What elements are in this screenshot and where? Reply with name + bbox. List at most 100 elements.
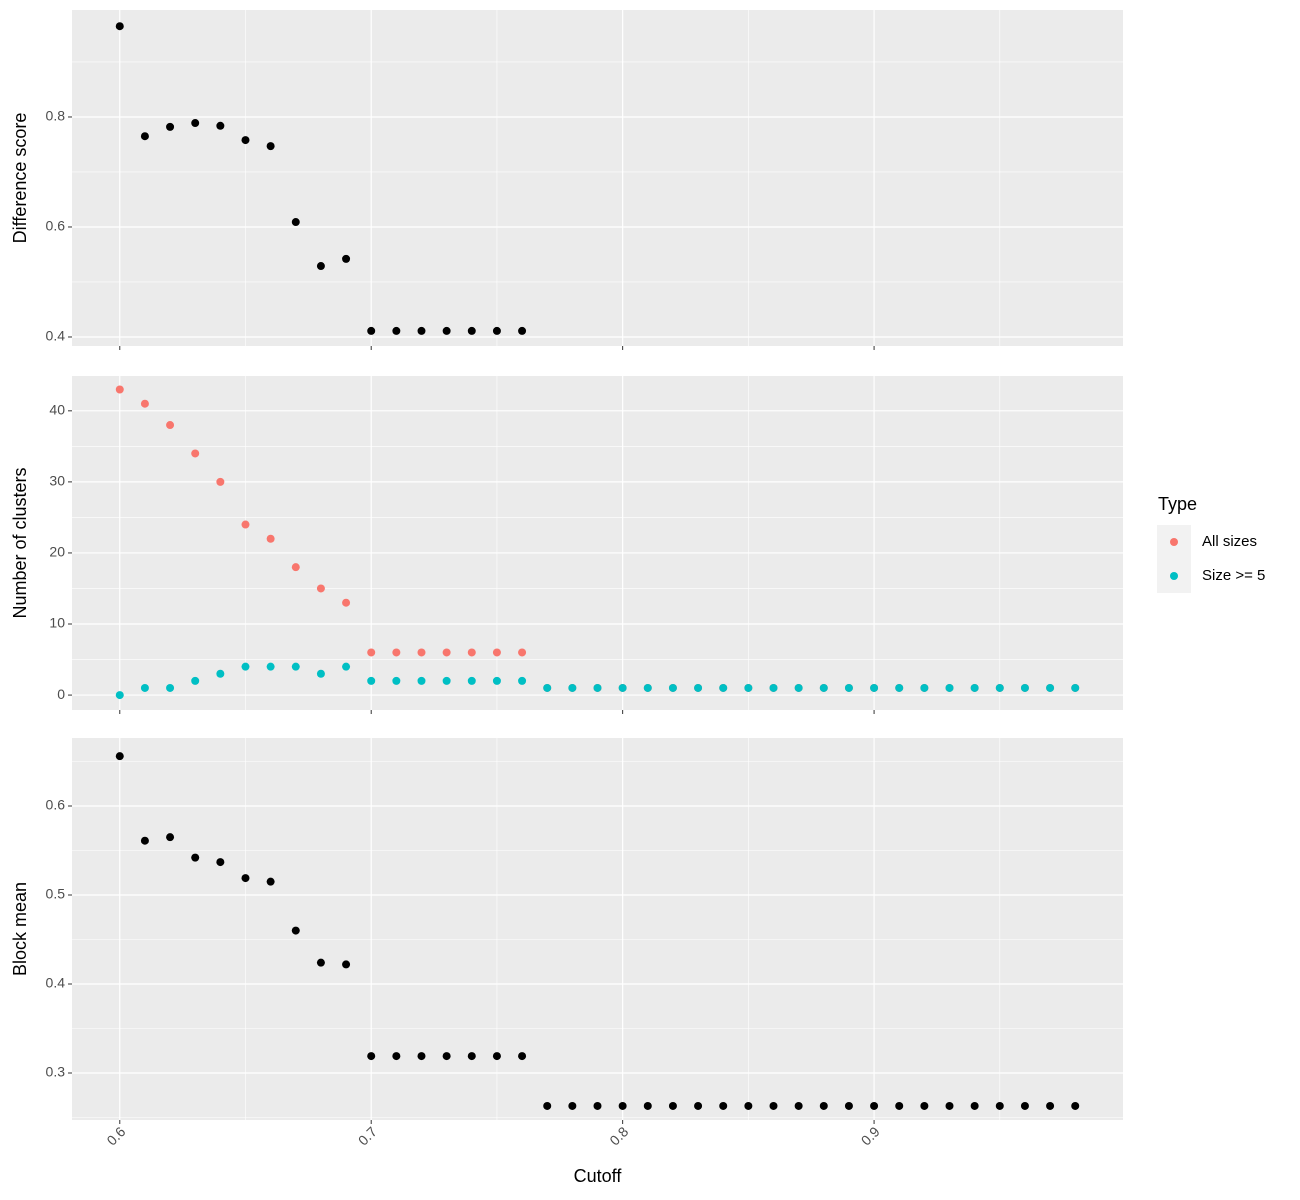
- point: [216, 121, 225, 130]
- y-tick-label: 40: [49, 402, 65, 418]
- point: [241, 520, 250, 529]
- point: [1071, 683, 1080, 692]
- point: [216, 669, 225, 678]
- point: [618, 1101, 627, 1110]
- point: [115, 691, 124, 700]
- point: [844, 683, 853, 692]
- panel-background: [72, 10, 1123, 346]
- y-tick-label: 0.6: [46, 797, 66, 813]
- point: [794, 1101, 803, 1110]
- point: [342, 598, 351, 607]
- point: [819, 1101, 828, 1110]
- point: [970, 683, 979, 692]
- point: [417, 326, 426, 335]
- point: [543, 1101, 552, 1110]
- point: [442, 326, 451, 335]
- legend-title: Type: [1158, 494, 1197, 514]
- point: [392, 326, 401, 335]
- point: [342, 960, 351, 969]
- y-tick-label: 0.5: [46, 886, 66, 902]
- point: [543, 683, 552, 692]
- panel-background: [72, 738, 1123, 1120]
- point: [291, 563, 300, 572]
- point: [492, 326, 501, 335]
- point: [568, 1101, 577, 1110]
- point: [895, 683, 904, 692]
- point: [643, 1101, 652, 1110]
- x-tick-label: 0.7: [355, 1123, 380, 1148]
- x-axis-label: Cutoff: [574, 1166, 623, 1186]
- point: [870, 1101, 879, 1110]
- point: [115, 22, 124, 31]
- point: [467, 1052, 476, 1061]
- point: [467, 326, 476, 335]
- point: [291, 218, 300, 227]
- y-tick-label: 0.4: [46, 328, 66, 344]
- point: [191, 119, 200, 128]
- point: [492, 1052, 501, 1061]
- point: [417, 676, 426, 685]
- point: [1046, 683, 1055, 692]
- panel-background: [72, 376, 1123, 710]
- point: [744, 1101, 753, 1110]
- legend-marker: [1170, 538, 1178, 546]
- point: [166, 683, 175, 692]
- point: [316, 669, 325, 678]
- point: [367, 648, 376, 657]
- point: [1020, 1101, 1029, 1110]
- point: [668, 683, 677, 692]
- point: [593, 683, 602, 692]
- point: [417, 648, 426, 657]
- point: [241, 874, 250, 883]
- point: [819, 683, 828, 692]
- point: [316, 958, 325, 967]
- point: [668, 1101, 677, 1110]
- point: [291, 926, 300, 935]
- point: [518, 326, 527, 335]
- point: [216, 858, 225, 867]
- point: [316, 262, 325, 271]
- point: [970, 1101, 979, 1110]
- point: [367, 676, 376, 685]
- y-tick-label: 0: [57, 686, 65, 702]
- point: [166, 421, 175, 430]
- point: [593, 1101, 602, 1110]
- point: [191, 449, 200, 458]
- point: [140, 132, 149, 141]
- point: [1046, 1101, 1055, 1110]
- y-axis-label: Number of clusters: [10, 467, 30, 618]
- y-axis-label: Difference score: [10, 113, 30, 244]
- point: [694, 683, 703, 692]
- point: [794, 683, 803, 692]
- y-tick-label: 20: [49, 544, 65, 560]
- point: [1020, 683, 1029, 692]
- point: [870, 683, 879, 692]
- point: [995, 683, 1004, 692]
- point: [241, 136, 250, 145]
- point: [140, 399, 149, 408]
- point: [769, 1101, 778, 1110]
- point: [945, 683, 954, 692]
- point: [166, 833, 175, 842]
- point: [467, 648, 476, 657]
- y-tick-label: 0.6: [46, 218, 66, 234]
- point: [1071, 1101, 1080, 1110]
- point: [920, 1101, 929, 1110]
- x-tick-label: 0.6: [103, 1123, 128, 1148]
- y-tick-label: 10: [49, 615, 65, 631]
- point: [895, 1101, 904, 1110]
- point: [266, 534, 275, 543]
- point: [166, 122, 175, 131]
- point: [719, 683, 728, 692]
- y-tick-label: 0.8: [46, 108, 66, 124]
- point: [342, 662, 351, 671]
- point: [191, 676, 200, 685]
- point: [920, 683, 929, 692]
- point: [568, 683, 577, 692]
- point: [115, 385, 124, 394]
- point: [518, 1052, 527, 1061]
- point: [392, 1052, 401, 1061]
- point: [492, 648, 501, 657]
- point: [694, 1101, 703, 1110]
- point: [643, 683, 652, 692]
